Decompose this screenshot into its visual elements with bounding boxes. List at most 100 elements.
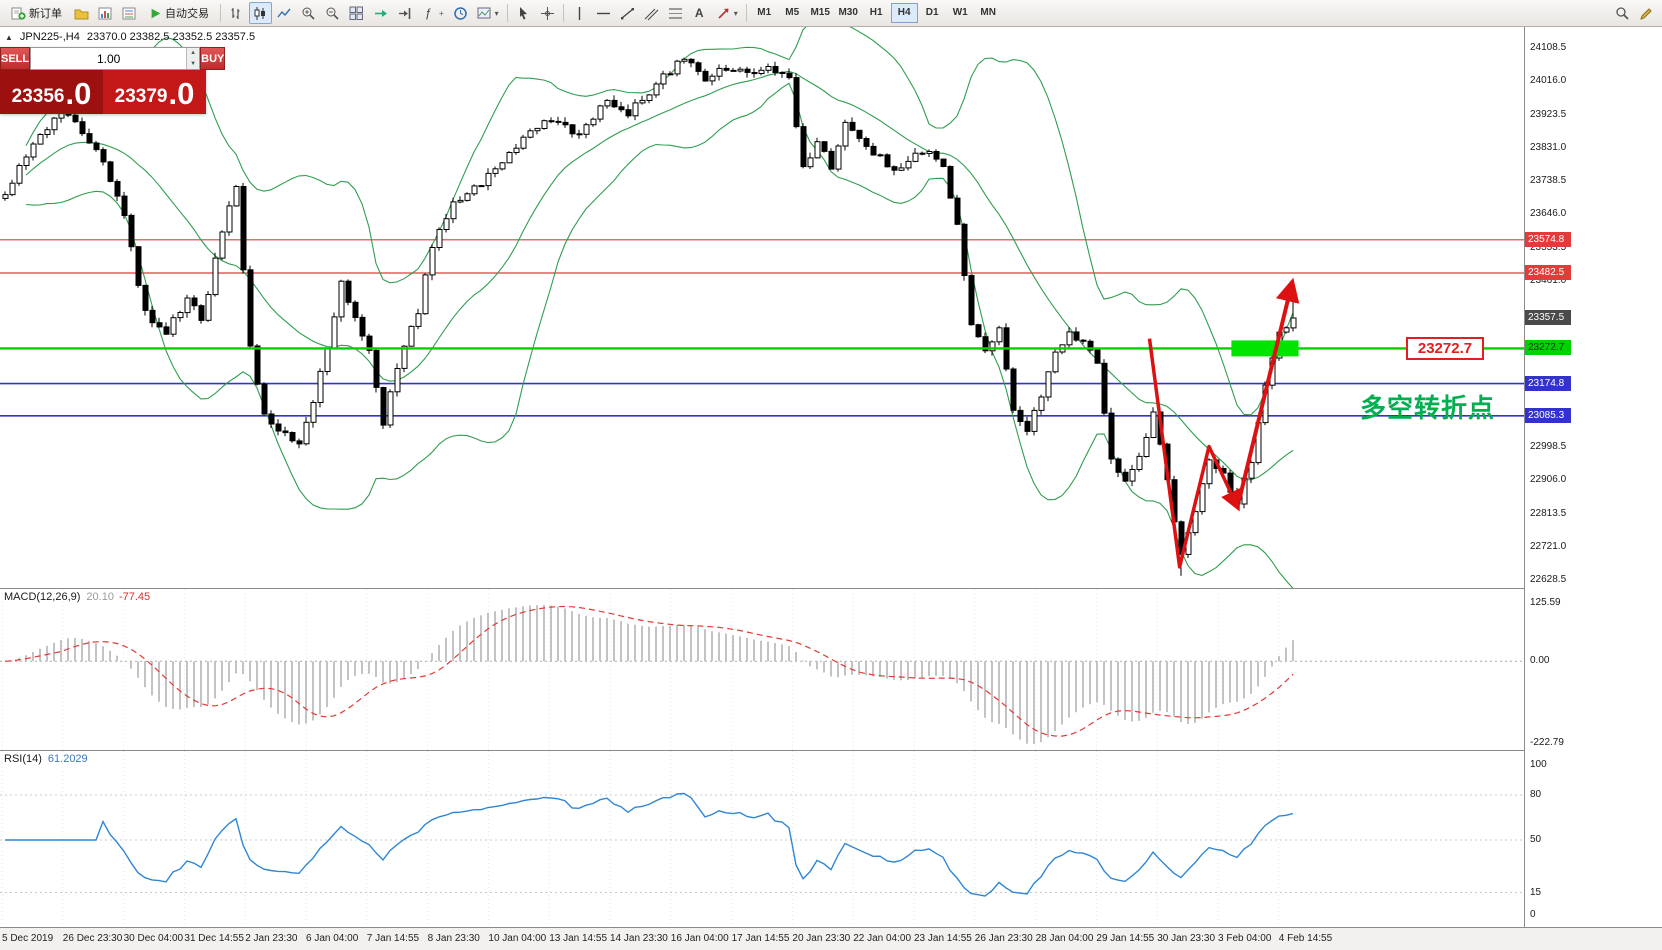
toolbar-separator [506,4,508,22]
zoom-out-icon [326,7,339,20]
volume-stepper[interactable]: ▲ ▼ [186,48,200,69]
timeframe-h4-button[interactable]: H4 [890,3,918,23]
buy-button[interactable]: BUY [200,47,226,70]
timeframe-m1-button[interactable]: M1 [751,3,778,23]
one-click-collapse-icon[interactable]: ▲ [5,32,13,42]
arrows-button[interactable]: ▾ [712,2,742,24]
line-chart-icon [277,8,291,17]
price-tick-label: 22628.5 [1530,574,1567,585]
time-axis-label: 4 Feb 14:55 [1278,933,1333,944]
search-button[interactable] [1611,2,1634,24]
bollinger-bands [25,20,1294,589]
rsi-scale-label: 100 [1530,759,1547,770]
new-chart-button[interactable] [94,2,117,24]
price-tick-label: 22998.5 [1530,441,1567,452]
timeframe-h1-button[interactable]: H1 [863,3,890,23]
timeframe-m15-button[interactable]: M15 [807,3,834,23]
one-click-trade-panel: SELL ▲▼ BUY 23356.0 23379.0 [0,47,226,114]
rsi-line [5,792,1294,897]
auto-scroll-icon [375,9,387,17]
indicators-dropdown-icon: + [439,8,444,18]
profiles-button[interactable] [70,2,93,24]
template-button[interactable]: ▾ [473,2,503,24]
toolbar-separator [745,4,747,22]
rsi-scale-label: 50 [1530,834,1542,845]
price-tick-label: 23738.5 [1530,175,1567,186]
price-callout-box[interactable]: 23272.7 [1406,337,1484,360]
zoom-out-button[interactable] [321,2,344,24]
auto-scroll-button[interactable] [369,2,392,24]
rsi-pane[interactable]: RSI(14) 61.2029 [0,750,1524,927]
template-image-icon [477,7,491,18]
trendline-button[interactable] [616,2,639,24]
market-watch-button[interactable] [118,2,141,24]
time-axis[interactable]: 5 Dec 2019 26 Dec 23:30 30 Dec 04:00 31 Dec… [0,927,1662,950]
cycles-button[interactable] [449,2,472,24]
timeframe-m30-button[interactable]: M30 [835,3,862,23]
macd-label: MACD(12,26,9) [4,591,81,603]
price-chart-pane[interactable] [0,20,1524,589]
cursor-icon [519,6,527,20]
sell-button[interactable]: SELL [0,47,31,70]
pencil-icon [1640,7,1652,20]
arrows-dropdown-icon: ▾ [733,8,738,18]
zoom-in-button[interactable] [297,2,320,24]
bar-chart-button[interactable] [225,2,248,24]
rsi-scale-label: 80 [1530,789,1542,800]
crosshair-button[interactable] [536,2,559,24]
text-label-button[interactable]: A [688,2,711,24]
price-tick-label: 23831.0 [1530,141,1567,153]
price-tick-label: 23553.5 [1530,241,1567,253]
line-chart-button[interactable] [273,2,296,24]
time-axis-label: 2 Jan 23:30 [245,933,298,944]
rsi-header: RSI(14) 61.2029 [4,753,88,765]
price-axis[interactable]: 24108.5 24016.0 23923.5 23831.0 23738.5 23646… [1524,27,1662,927]
buy-price[interactable]: 23379.0 [103,70,206,114]
time-axis-label: 22 Jan 04:00 [853,933,912,944]
highlight-box [1231,340,1299,357]
new-order-button[interactable]: 新订单 [4,2,69,24]
price-level-label-current: 23357.5 [1525,310,1571,325]
rsi-grid [0,751,1524,927]
chart-shift-button[interactable] [393,2,416,24]
buy-price-frac: .0 [168,76,195,111]
price-level-label-resistance: 23574.8 [1525,231,1571,247]
candlestick-chart-button[interactable] [249,2,272,24]
volume-up-icon[interactable]: ▲ [187,48,200,59]
autotrading-button[interactable]: 自动交易 [142,2,216,24]
fibonacci-button[interactable] [664,2,687,24]
timeframe-d1-button[interactable]: D1 [919,3,946,23]
volume-down-icon[interactable]: ▼ [187,58,200,69]
indicators-button[interactable]: ƒ + [417,2,448,24]
market-watch-icon [122,7,136,19]
time-axis-label: 31 Dec 14:55 [184,933,244,944]
time-axis-label: 20 Jan 23:30 [792,933,851,944]
rsi-scale-label: 0 [1530,909,1536,920]
quick-edit-button[interactable] [1635,2,1658,24]
zoom-in-icon [302,7,315,20]
symbol-ohlc: 23370.0 23382.5 23352.5 23357.5 [86,31,256,43]
turning-point-note[interactable]: 多空转折点 [1360,393,1496,423]
timeframe-w1-button[interactable]: W1 [947,3,974,23]
price-tick-label: 22906.0 [1530,474,1567,486]
sell-price[interactable]: 23356.0 [0,70,103,114]
price-tick-label: 24016.0 [1530,75,1567,87]
price-tick-label: 22813.5 [1530,507,1567,519]
time-axis-label: 30 Jan 23:30 [1157,933,1216,944]
tile-windows-button[interactable] [345,2,368,24]
cursor-button[interactable] [512,2,535,24]
bar-chart-icon [231,7,240,19]
volume-input[interactable] [31,48,187,69]
timeframe-m5-button[interactable]: M5 [779,3,806,23]
horizontal-line-button[interactable] [592,2,615,24]
trend-zigzag-arrow [1147,338,1241,569]
rsi-label: RSI(14) [4,753,42,765]
vertical-line-button[interactable] [568,2,591,24]
channel-button[interactable] [640,2,663,24]
autotrading-label: 自动交易 [165,8,209,20]
main-toolbar: 新订单 自动交易 ƒ + ▾ A ▾ M1 M5 M1 [0,0,1662,27]
macd-pane[interactable]: MACD(12,26,9) 20.10 -77.45 [0,588,1524,750]
timeframe-mn-button[interactable]: MN [975,3,1002,23]
fibonacci-icon [668,8,682,18]
